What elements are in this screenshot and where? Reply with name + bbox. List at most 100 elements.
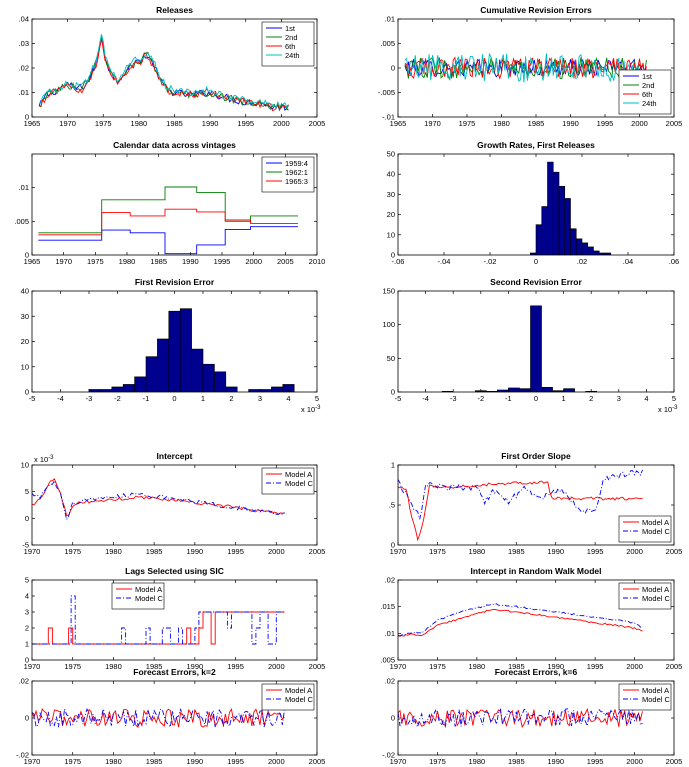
series-line-model-c [32,595,285,645]
y-tick-label: .005 [380,39,395,48]
x-tick-label: 1995 [587,547,604,556]
y-tick-label: -5 [22,541,29,550]
x-tick-label: 2000 [631,119,648,128]
y-tick-label: 5 [25,576,29,585]
x-tick-label: 1975 [429,547,446,556]
x-tick-label: 1995 [227,757,244,766]
chart-lags: Lags Selected using SIC 1970 1975 1980 1985 1… [24,566,326,671]
y-tick-label: 0 [391,388,395,397]
y-tick-label: .02 [19,677,29,686]
histogram-bar [535,224,543,255]
legend-label: Model C [642,527,671,536]
x-tick-label: 2000 [626,547,643,556]
x-tick-label: 1975 [87,257,104,266]
x-tick-label: 1990 [562,119,579,128]
histogram-bar [271,386,284,392]
legend-box [261,683,315,711]
x-tick-label: 1990 [547,662,564,671]
y-tick-label: 40 [387,170,395,179]
legend-label: 24th [285,51,300,60]
x-tick-label: -3 [450,394,457,403]
x-tick-label: 0 [534,394,538,403]
legend-label: Model A [285,686,312,695]
y-tick-label: 0 [25,714,29,723]
plot-area [529,161,612,255]
x-tick-label: .04 [623,257,633,266]
legend-label: Model A [642,686,669,695]
axes-frame [397,579,675,661]
legend-label: Model C [642,594,671,603]
x-tick-label: 1980 [469,757,486,766]
legend-label: Model A [135,585,162,594]
x-tick-label: 4 [286,394,290,403]
x-tick-label: 1985 [150,257,167,266]
plot-area [398,707,643,729]
legend-box [618,683,672,711]
legend-box [261,21,315,67]
x-tick-label: 2 [589,394,593,403]
x-tick-label: 1980 [493,119,510,128]
y-tick-label: 10 [21,461,29,470]
x-tick-label: 1995 [227,662,244,671]
x-tick-label: 1985 [146,547,163,556]
legend-box [111,582,165,610]
x-tick-label: 2005 [666,547,683,556]
x-tick-label: 1995 [587,662,604,671]
plot-area [32,478,285,521]
legend-label: Model C [285,479,314,488]
x-tick-label: 2005 [309,757,326,766]
chart-fe2: Forecast Errors, k=2 1970 1975 1980 1985 1990… [16,667,325,766]
x-tick-label: -.02 [484,257,497,266]
x-tick-label: 2005 [309,662,326,671]
histogram-bar [168,310,181,392]
y-tick-label: .02 [385,677,395,686]
y-tick-label: .01 [19,88,29,97]
y-tick-label: 30 [21,312,29,321]
chart-releases: Releases 1965 1970 1975 1980 1985 1990 1995 2000… [19,5,326,128]
series-line-6th [38,38,289,112]
y-tick-label: 20 [387,210,395,219]
y-tick-label: 0 [25,251,29,260]
y-tick-label: 0 [25,113,29,122]
y-tick-label: .005 [380,656,395,665]
y-tick-label: 0 [25,656,29,665]
y-tick-label: 40 [21,287,29,296]
axis-exponent-label: x 10-3 [658,405,678,414]
series-line-model-c [398,469,643,520]
histogram-bar [563,388,575,392]
histogram-bar [575,238,583,255]
x-tick-label: 0 [534,257,538,266]
x-tick-label: 0 [172,394,176,403]
x-tick-label: -1 [143,394,150,403]
axes-frame [31,579,318,661]
y-tick-label: -.02 [16,751,29,760]
chart-title: Growth Rates, First Releases [477,140,595,150]
x-tick-label: 1975 [64,662,81,671]
y-tick-label: 4 [25,592,29,601]
x-tick-label: 1970 [24,757,41,766]
x-tick-label: .02 [577,257,587,266]
x-tick-label: 1995 [597,119,614,128]
legend-label: Model A [285,470,312,479]
x-tick-label: 1980 [131,119,148,128]
y-tick-label: 0 [25,388,29,397]
x-tick-label: 2000 [268,662,285,671]
x-tick-label: 1980 [469,662,486,671]
chart-rev1: First Revision Error -5 -4 -3 -2 -1 0 1 2 3 4 5 0 10 2… [21,277,322,414]
x-tick-label: 1995 [237,119,254,128]
y-tick-label: 10 [387,230,395,239]
x-tick-label: 2000 [626,757,643,766]
legend-label: 24th [642,99,657,108]
series-line-1st [38,38,289,112]
histogram-bar [519,388,531,392]
plot-area [32,707,285,729]
x-tick-label: -1 [505,394,512,403]
chart-rev2: Second Revision Error-5 -4 -3 -2 -1 0 1 2 3 4 5050… [382,277,678,414]
legend-label: 1959:4 [285,159,308,168]
y-tick-label: -.005 [378,88,395,97]
x-tick-label: 1975 [64,547,81,556]
histogram-bar [530,305,542,392]
